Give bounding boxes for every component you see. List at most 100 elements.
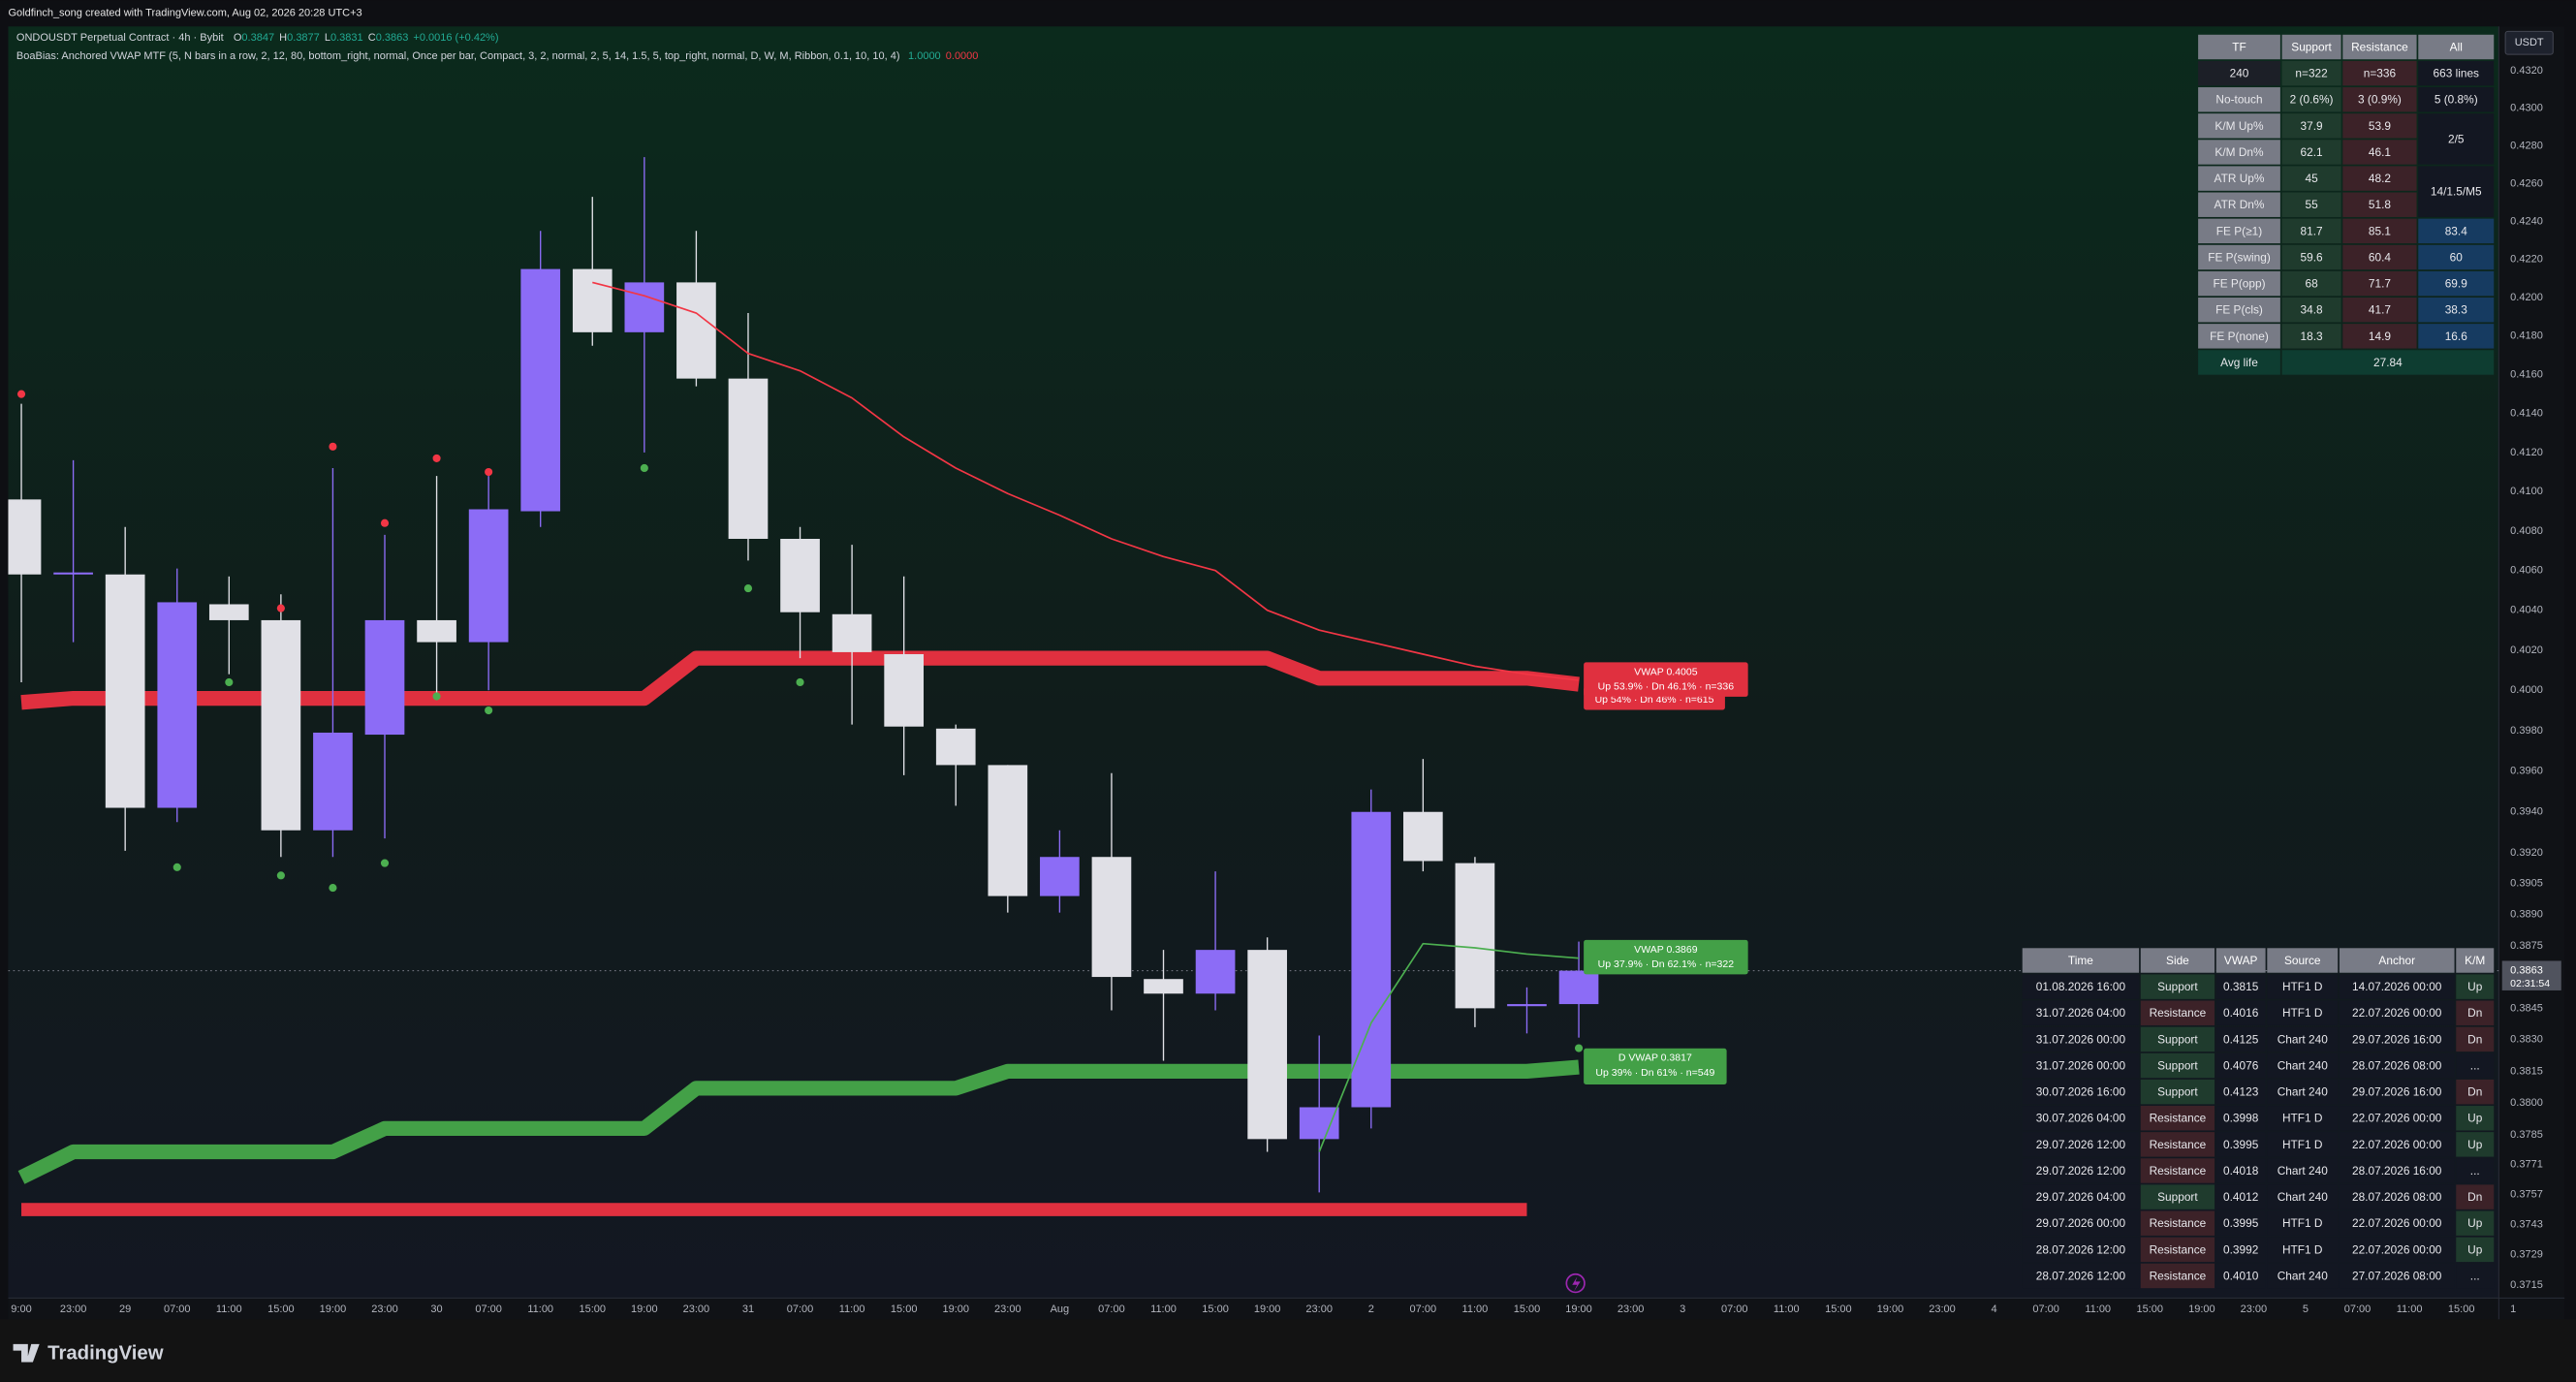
table-cell: Up [2467,1242,2483,1256]
candle-body [261,619,301,831]
table-header-bg [2281,34,2341,60]
ohlc-key: C [368,32,376,44]
y-tick-label: 0.3785 [2510,1129,2543,1141]
x-tick-label: 31 [742,1303,754,1315]
x-tick-label: 4 [1992,1303,1997,1315]
table-cell: HTF1 D [2282,1216,2323,1230]
vwap-label-text: D VWAP 0.3817 [1618,1052,1692,1064]
change: +0.0016 (+0.42%) [413,32,498,44]
table-cell-bg [2281,140,2341,165]
x-tick-label: 19:00 [1877,1303,1904,1315]
vwap-label-text: Up 39% · Dn 61% · n=549 [1595,1067,1714,1079]
table-cell: Chart 240 [2278,1058,2328,1072]
table-cell-bg [2198,192,2280,217]
table-cell-bg [2140,1079,2215,1105]
x-tick-label: Aug [1051,1303,1070,1315]
table-cell-bg [2267,1132,2339,1157]
candle-body [1040,857,1080,896]
table-cell: 31.07.2026 00:00 [2036,1058,2126,1072]
candle-body [676,282,716,379]
table-cell-bg [2418,60,2495,86]
table-cell-bg [2267,1026,2339,1052]
table-cell-bg [2267,974,2339,999]
table-cell: ... [2470,1269,2480,1282]
candle-body [1091,857,1132,978]
table-cell-bg [2281,218,2341,244]
table-header: Anchor [2378,954,2415,967]
pivot-dot [276,871,285,880]
x-tick-label: 11:00 [1774,1303,1800,1315]
ohlc-key: H [279,32,287,44]
table-cell: 0.4125 [2223,1032,2259,1046]
x-tick-label: 07:00 [1721,1303,1748,1315]
table-cell-bg [2456,1158,2495,1183]
y-tick-label: 0.3830 [2510,1034,2543,1046]
ohlc-value: 0.3877 [287,32,320,44]
ohlc-value: 0.3831 [330,32,363,44]
brand-logo [13,1343,40,1363]
table-cell: No-touch [2215,93,2262,107]
x-tick-label: 11:00 [2397,1303,2423,1315]
x-tick-label: 15:00 [1825,1303,1852,1315]
x-tick-label: 07:00 [1410,1303,1437,1315]
table-cell: Resistance [2150,1269,2207,1282]
table-cell-bg [2022,1000,2140,1025]
table-cell: HTF1 D [2282,1242,2323,1256]
table-cell: 28.07.2026 12:00 [2036,1242,2126,1256]
x-tick-label: 15:00 [1202,1303,1229,1315]
table-cell-bg [2418,113,2495,165]
x-tick-label: 3 [1680,1303,1685,1315]
pivot-dot [1574,1044,1584,1052]
table-cell-bg [2281,244,2341,270]
table-cell-bg [2339,1106,2455,1131]
pivot-dot [380,859,390,867]
x-tick-label: 19:00 [631,1303,658,1315]
currency-box [2504,30,2554,55]
table-cell: Up [2467,1112,2483,1125]
candle-body [1455,863,1495,1009]
table-cell: ... [2470,1164,2480,1178]
table-cell-bg [2418,298,2495,323]
table-cell: Resistance [2150,1216,2207,1230]
y-tick-label: 0.4220 [2510,254,2543,266]
table-cell-bg [2215,1237,2266,1263]
table-header: TF [2232,40,2246,53]
lightning-icon[interactable] [1565,1272,1586,1294]
x-tick-label: 07:00 [475,1303,502,1315]
table-cell-bg [2339,1026,2455,1052]
table-cell-bg [2418,270,2495,297]
table-cell: n=322 [2295,67,2327,80]
table-cell: n=336 [2364,67,2397,80]
table-cell: 83.4 [2445,224,2467,237]
y-tick-label: 0.4200 [2510,292,2543,303]
y-tick-label: 0.4020 [2510,644,2543,656]
table-cell: 29.07.2026 12:00 [2036,1164,2126,1178]
y-tick-label: 0.4100 [2510,486,2543,497]
candle-body [208,604,249,620]
x-tick-label: 11:00 [2085,1303,2111,1315]
table-cell-bg [2267,1000,2339,1025]
table-cell-bg [2215,1132,2266,1157]
table-cell-bg [2281,60,2341,86]
time-axis [8,1298,2565,1320]
table-cell-bg [2342,298,2417,323]
vwap-label-text: VWAP 0.3869 [1634,944,1698,956]
candle-body [780,539,820,612]
table-cell-bg [2140,1210,2215,1236]
y-tick-label: 0.3743 [2510,1219,2543,1231]
x-tick-label: 11:00 [527,1303,553,1315]
y-tick-label: 0.3890 [2510,909,2543,921]
table-cell-bg [2339,1210,2455,1236]
table-cell-bg [2022,1210,2140,1236]
table-cell-bg [2342,192,2417,217]
table-cell: 18.3 [2301,330,2323,343]
table-cell-bg [2215,974,2266,999]
x-tick-label: 07:00 [2032,1303,2059,1315]
y-tick-label: 0.4300 [2510,103,2543,114]
candle-body [157,602,198,808]
y-tick-label: 0.4080 [2510,525,2543,537]
table-cell: Support [2157,1058,2198,1072]
table-cell-bg [2198,113,2280,139]
table-cell: 0.3995 [2223,1138,2259,1151]
